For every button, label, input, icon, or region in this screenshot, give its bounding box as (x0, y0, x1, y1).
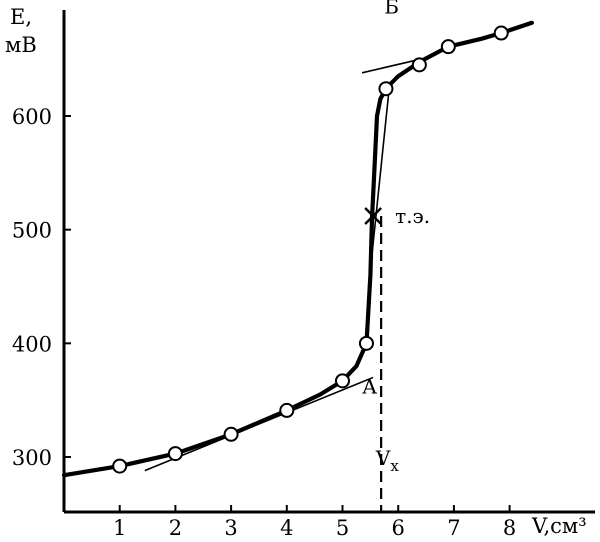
curve-layer (61, 20, 534, 478)
y-axis-unit: мВ (5, 33, 37, 57)
data-point (440, 39, 456, 55)
data-point (112, 458, 128, 474)
x-axis-label: V,см³ (531, 514, 587, 538)
y-axis-label: E, (10, 5, 32, 29)
annotation-subscript: x (390, 457, 399, 475)
axes: 1 2 3 4 5 6 7 8 300 400 500 600 (12, 10, 595, 540)
x-tick-label: 4 (280, 516, 293, 540)
data-point (358, 335, 374, 351)
y-tick-label: 600 (12, 105, 52, 129)
annotation-label: Vx (375, 446, 399, 475)
x-tick-label: 3 (224, 516, 237, 540)
y-tick-label: 400 (12, 332, 52, 356)
x-tick-label: 6 (392, 516, 405, 540)
x-tick-label: 5 (336, 516, 349, 540)
data-point (223, 426, 239, 442)
tangent-lines (144, 58, 421, 512)
titration-curve-line (61, 20, 534, 478)
equivalence-point-label: т.э. (395, 204, 430, 228)
data-point (279, 402, 295, 418)
x-tick-label: 1 (113, 516, 126, 540)
annotation-label: А (362, 374, 377, 398)
x-tick-label: 7 (447, 516, 460, 540)
data-point (411, 57, 427, 73)
data-point (493, 25, 509, 41)
tangent-line (361, 58, 421, 74)
data-point (167, 446, 183, 462)
data-point-markers (112, 25, 509, 474)
equivalence-point-marker (364, 207, 382, 225)
x-tick-label: 8 (503, 516, 516, 540)
data-point (378, 81, 394, 97)
cross-stroke (364, 207, 382, 225)
x-tick-label: 2 (169, 516, 182, 540)
data-point (335, 373, 350, 389)
y-tick-label: 500 (12, 219, 52, 243)
y-tick-label: 300 (12, 446, 52, 470)
annotations: т.э. А Б Vx (362, 0, 430, 475)
annotation-label: Б (384, 0, 399, 19)
